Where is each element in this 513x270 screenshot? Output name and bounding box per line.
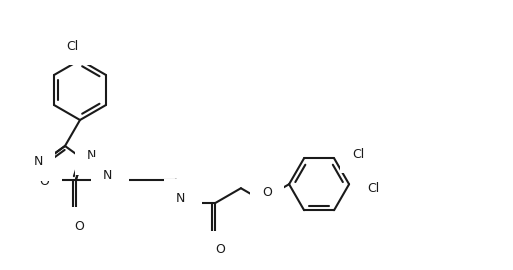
Text: O: O — [262, 187, 272, 200]
Text: O: O — [74, 220, 84, 233]
Text: O: O — [39, 175, 49, 188]
Text: N: N — [103, 169, 113, 182]
Text: H: H — [110, 167, 118, 177]
Text: N: N — [34, 155, 43, 168]
Text: O: O — [215, 243, 225, 256]
Text: N: N — [87, 149, 96, 162]
Text: Cl: Cl — [367, 182, 379, 195]
Text: N: N — [176, 192, 186, 205]
Text: Cl: Cl — [66, 39, 78, 52]
Text: Cl: Cl — [352, 148, 364, 161]
Text: H: H — [183, 198, 191, 208]
